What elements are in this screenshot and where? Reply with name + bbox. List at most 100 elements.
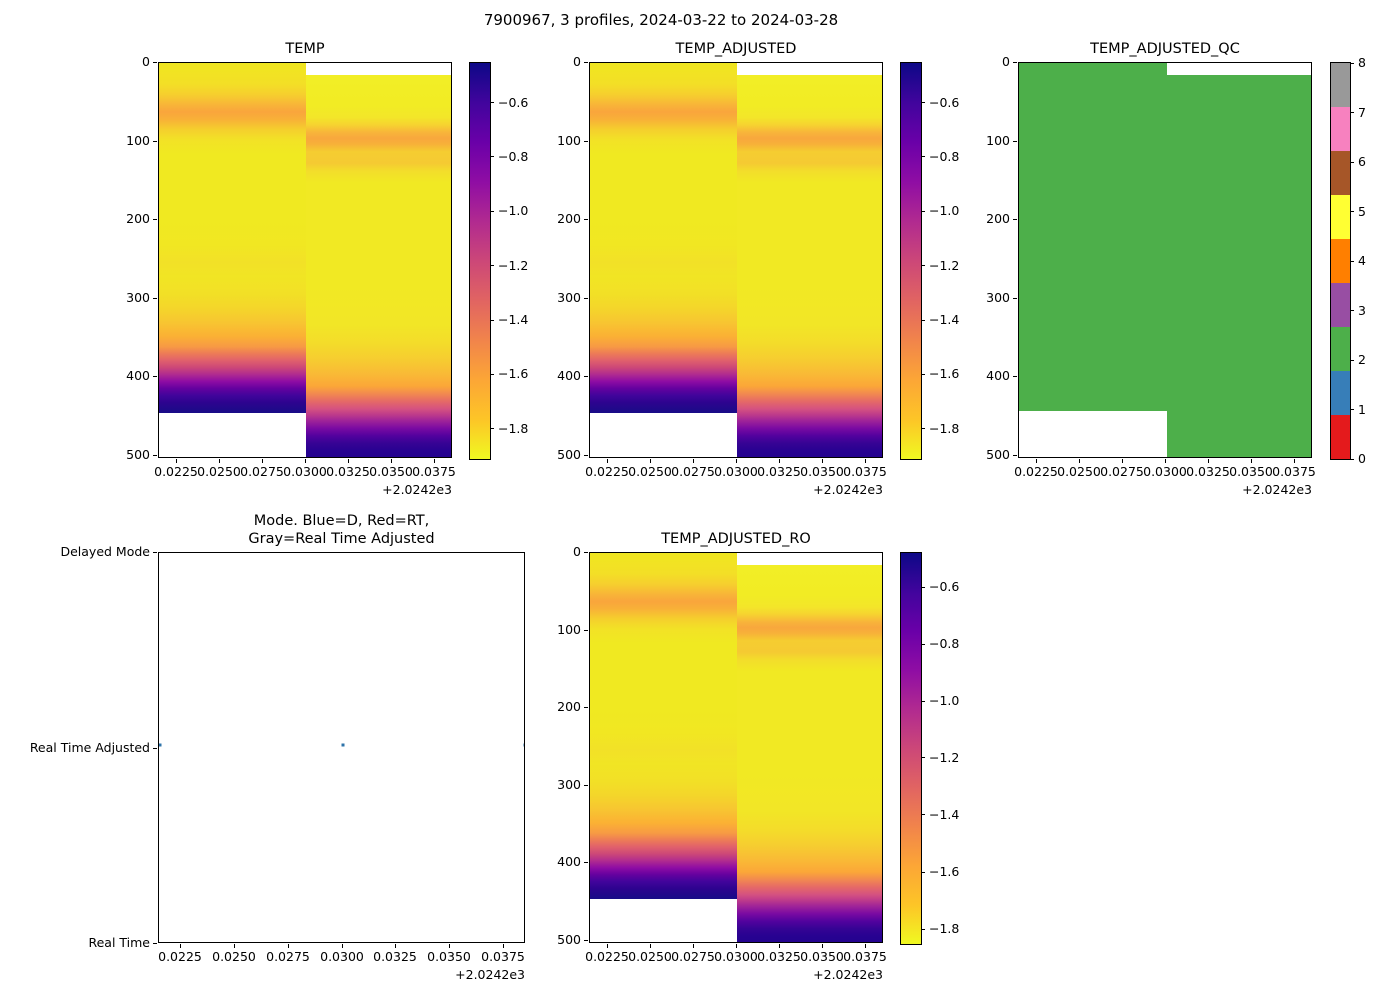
x-tick-label: 0.0275 <box>266 949 310 964</box>
x-axis-offset-label: +2.0242e3 <box>455 967 525 982</box>
y-tick-mark <box>153 62 157 63</box>
colorbar-tick-mark <box>921 928 925 930</box>
colorbar-tick-label: −1.4 <box>929 312 960 327</box>
colorbar-tick-label: 4 <box>1358 253 1366 268</box>
y-tick-mark <box>584 140 588 142</box>
x-tick-mark <box>650 944 651 948</box>
y-tick-label: 300 <box>557 776 581 792</box>
y-tick-label: 300 <box>557 289 581 305</box>
x-tick-mark <box>1122 459 1123 463</box>
subplot-temp-adjusted: TEMP_ADJUSTED 0.0225 0.0250 0.0275 0.0300 0.… <box>557 41 887 497</box>
y-tick-mark <box>1013 62 1017 63</box>
heatmap-column <box>737 75 882 457</box>
x-tick-mark <box>865 944 866 948</box>
x-axis-offset-label: +2.0242e3 <box>813 967 883 982</box>
x-tick-mark <box>288 944 289 948</box>
y-tick-label: 400 <box>986 368 1010 384</box>
colorbar-tick-label: −0.8 <box>929 148 960 164</box>
subplot-temp-adjusted-ro: TEMP_ADJUSTED_RO 0.0225 0.0250 0.0275 0.030… <box>557 531 887 982</box>
subplot-temp-title: TEMP <box>285 41 325 57</box>
x-tick-label: 0.0275 <box>1100 464 1144 479</box>
colorbar-tick-mark <box>490 102 494 104</box>
colorbar-tick-mark <box>921 814 925 816</box>
y-tick-label: 200 <box>986 211 1010 227</box>
x-tick-mark <box>607 459 608 463</box>
y-tick-label: 0 <box>573 54 581 69</box>
colorbar-tick-label: −1.0 <box>498 203 529 219</box>
colorbar-tick-label: 5 <box>1358 203 1366 219</box>
x-tick-mark <box>434 459 435 463</box>
colorbar-tick-label: −1.0 <box>929 693 960 709</box>
x-tick-mark <box>822 459 823 463</box>
subplot-temp-adjusted-qc-axes <box>1018 62 1312 458</box>
y-tick-mark <box>1013 140 1017 142</box>
x-tick-mark <box>822 944 823 948</box>
x-tick-mark <box>219 459 220 463</box>
x-tick-label: 0.0300 <box>320 949 364 964</box>
colorbar-tick-label: −1.6 <box>929 366 960 382</box>
x-tick-mark <box>1036 459 1037 463</box>
x-tick-label: 0.0225 <box>585 949 629 964</box>
x-tick-label: 0.0225 <box>154 464 198 479</box>
x-tick-mark <box>779 944 780 948</box>
colorbar-tick-label: 1 <box>1358 401 1366 417</box>
subplot-temp-adjusted-axes <box>589 62 883 458</box>
subplot-mode-axes <box>158 552 525 943</box>
x-tick-label: 0.0225 <box>1014 464 1058 479</box>
x-tick-label: 0.0325 <box>1186 464 1230 479</box>
heatmap-column <box>159 63 306 413</box>
x-axis-offset-label: +2.0242e3 <box>382 482 452 497</box>
x-tick-mark <box>1294 459 1295 463</box>
colorbar-tick-label: −1.2 <box>498 257 529 273</box>
y-tick-label: 500 <box>986 446 1010 462</box>
x-tick-mark <box>1165 459 1166 463</box>
colorbar-tick-mark <box>921 428 925 429</box>
y-tick-mark <box>584 297 588 299</box>
y-tick-mark <box>153 747 157 749</box>
y-tick-label: 300 <box>986 289 1010 305</box>
colorbar-tick-mark <box>921 757 925 759</box>
y-tick-label: 400 <box>557 854 581 870</box>
y-tick-label: 100 <box>557 621 581 637</box>
x-tick-mark <box>391 459 392 463</box>
x-tick-mark <box>176 459 177 463</box>
x-tick-mark <box>449 944 450 948</box>
colorbar-tick-label: −1.4 <box>929 806 960 822</box>
colorbar-tick-mark <box>921 373 925 375</box>
x-tick-label: 0.0375 <box>1272 464 1316 479</box>
x-tick-label: 0.0350 <box>1229 464 1273 479</box>
x-tick-mark <box>1251 459 1252 463</box>
colorbar-tick-label: −1.6 <box>498 366 529 382</box>
y-tick-mark <box>153 943 157 944</box>
y-tick-label: 100 <box>126 132 150 148</box>
y-tick-mark <box>1013 297 1017 299</box>
x-tick-label: 0.0350 <box>800 464 844 479</box>
x-tick-mark <box>1208 459 1209 463</box>
subplot-mode: Mode. Blue=D, Red=RT, Gray=Real Time Adj… <box>30 513 525 982</box>
y-tick-mark <box>153 454 157 456</box>
x-tick-label: 0.0325 <box>326 464 370 479</box>
colorbar-tick-label: −1.8 <box>498 420 529 436</box>
colorbar-tick-mark <box>921 156 925 158</box>
y-category-label: Real Time <box>88 935 150 950</box>
x-tick-label: 0.0300 <box>714 949 758 964</box>
y-tick-mark <box>584 552 588 553</box>
colorbar-tick-mark <box>1350 62 1354 64</box>
colorbar-tick-mark <box>490 265 494 267</box>
colorbar-tick-mark <box>490 428 494 429</box>
subplot-temp-adjusted-qc-title: TEMP_ADJUSTED_QC <box>1090 41 1240 57</box>
x-tick-label: 0.0275 <box>671 464 715 479</box>
y-tick-mark <box>584 62 588 63</box>
y-tick-label: 500 <box>557 446 581 462</box>
colorbar-tick-mark <box>1350 310 1354 311</box>
y-tick-label: 200 <box>557 699 581 715</box>
x-tick-mark <box>348 459 349 463</box>
y-tick-mark <box>584 454 588 456</box>
x-tick-mark <box>693 944 694 948</box>
subplot-temp-axes <box>158 62 452 458</box>
colorbar-tick-mark <box>1350 260 1354 262</box>
subplot-mode-title: Mode. Blue=D, Red=RT, Gray=Real Time Adj… <box>248 513 435 547</box>
colorbar-tick-mark <box>1350 211 1354 212</box>
colorbar-tick-label: −1.8 <box>929 921 960 937</box>
colorbar-tick-mark <box>1350 112 1354 113</box>
